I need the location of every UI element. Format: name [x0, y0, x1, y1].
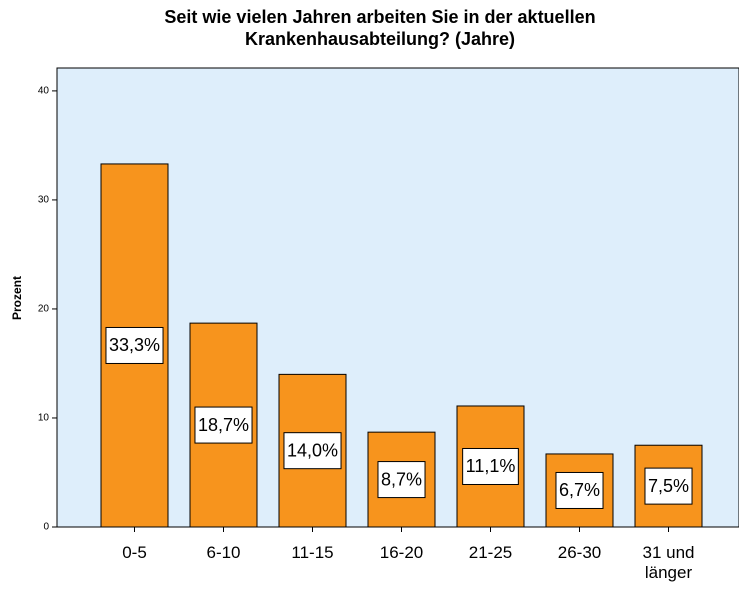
- y-tick-label: 30: [38, 195, 50, 206]
- x-tick-label: 16-20: [379, 543, 424, 562]
- y-tick-label: 0: [43, 522, 49, 533]
- x-tick-label: 6-10: [206, 543, 241, 562]
- value-label-box: [462, 447, 519, 485]
- y-axis-label: Prozent: [10, 276, 24, 320]
- value-label: 11,1%: [466, 456, 516, 476]
- value-label: 14,0%: [287, 440, 338, 460]
- x-tick-label: 21-25: [468, 543, 513, 562]
- value-label: 18,7%: [198, 415, 249, 435]
- value-label: 7,5%: [648, 476, 689, 496]
- x-tick-label: 31 und länger: [642, 543, 695, 582]
- value-label: 33,3%: [109, 335, 160, 355]
- value-label: 6,7%: [559, 480, 600, 500]
- value-label-box: [377, 461, 426, 499]
- value-label: 8,7%: [381, 469, 422, 489]
- value-label-box: [194, 406, 253, 444]
- value-label-box: [555, 471, 604, 509]
- x-tick-label: 26-30: [557, 543, 602, 562]
- y-tick-label: 40: [38, 86, 50, 97]
- x-tick-label: 0-5: [122, 543, 147, 562]
- chart-title: Seit wie vielen Jahren arbeiten Sie in d…: [164, 7, 595, 27]
- value-label-box: [105, 326, 164, 364]
- y-tick-label: 20: [38, 304, 50, 315]
- chart-title: Krankenhausabteilung? (Jahre): [245, 29, 515, 49]
- y-tick-label: 10: [38, 413, 50, 424]
- x-tick-label: 11-15: [291, 543, 334, 562]
- value-label-box: [644, 467, 693, 505]
- value-label-box: [283, 432, 342, 470]
